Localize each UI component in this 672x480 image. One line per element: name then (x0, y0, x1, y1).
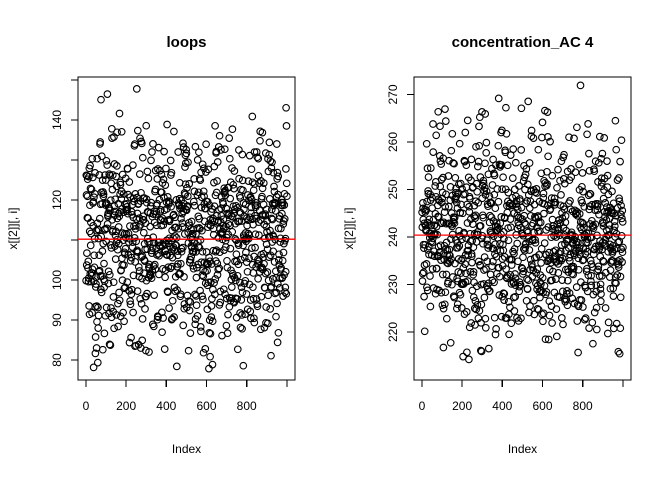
concentration-plot-title: concentration_AC 4 (452, 34, 594, 51)
x-tick-label: 200 (116, 399, 136, 413)
loops-x-axis-label: Index (172, 442, 201, 456)
y-tick-label: 270 (386, 84, 400, 104)
x-tick-label: 0 (419, 399, 426, 413)
y-tick-label: 220 (386, 322, 400, 342)
y-tick-label: 140 (50, 110, 64, 130)
y-tick-label: 240 (386, 227, 400, 247)
x-tick-label: 400 (492, 399, 512, 413)
x-tick-label: 400 (156, 399, 176, 413)
x-tick-label: 800 (573, 399, 593, 413)
x-tick-label: 200 (452, 399, 472, 413)
loops-axes: 0 200 400 600 800 140 120 100 90 80 (50, 76, 296, 413)
concentration-x-axis-label: Index (508, 442, 537, 456)
plot-concentration-ac4: 0 200 400 600 800 270 260 250 240 230 220 concentr… (342, 34, 632, 456)
x-tick-label: 600 (196, 399, 216, 413)
x-tick-label: 0 (83, 399, 90, 413)
x-tick-label: 600 (532, 399, 552, 413)
loops-plot-title: loops (167, 34, 207, 51)
loops-y-axis-label: x[[2]][, i] (6, 207, 20, 249)
y-tick-label: 100 (50, 270, 64, 290)
y-tick-label: 90 (50, 313, 64, 327)
y-tick-label: 250 (386, 179, 400, 199)
concentration-axes: 0 200 400 600 800 270 260 250 240 230 220 (386, 76, 632, 413)
loops-scatter-points (82, 85, 291, 373)
x-tick-label: 800 (237, 399, 257, 413)
concentration-y-axis-label: x[[2]][, i] (342, 207, 356, 249)
plot-loops: 0 200 400 600 800 140 120 100 90 80 loops Index x… (6, 34, 296, 456)
y-tick-label: 120 (50, 190, 64, 210)
concentration-scatter-points (418, 81, 627, 364)
y-tick-label: 80 (50, 353, 64, 367)
y-tick-label: 260 (386, 132, 400, 152)
y-tick-label: 230 (386, 274, 400, 294)
